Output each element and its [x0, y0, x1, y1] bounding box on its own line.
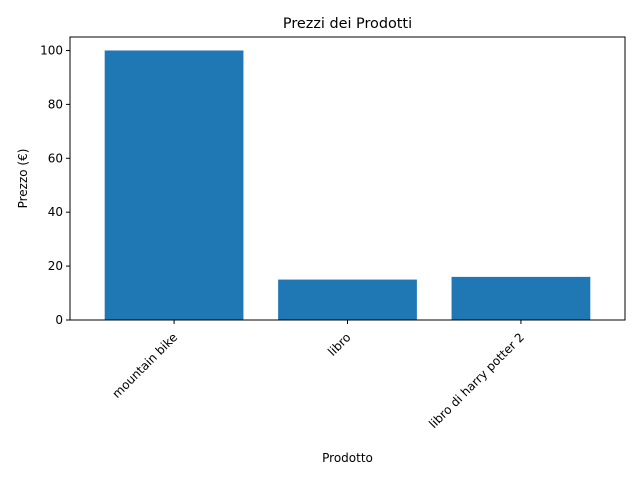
bar-2	[451, 276, 591, 320]
x-tick-label-1: libro	[325, 330, 353, 358]
bar-0	[104, 50, 244, 320]
x-axis-label: Prodotto	[322, 451, 373, 465]
y-tick-label-2: 40	[48, 205, 63, 219]
x-axis: mountain bike libro libro di harry potter …	[110, 320, 527, 431]
y-axis: 0 20 40 60 80 100	[40, 43, 70, 327]
y-tick-label-4: 80	[48, 97, 63, 111]
x-tick-label-0: mountain bike	[110, 330, 181, 401]
plot-frame	[69, 36, 626, 321]
bar-1	[278, 279, 417, 320]
y-tick-label-3: 60	[48, 151, 63, 165]
chart-title: Prezzi dei Prodotti	[283, 16, 412, 32]
y-tick-label-5: 100	[40, 43, 63, 57]
y-axis-label: Prezzo (€)	[16, 149, 30, 209]
x-tick-label-2: libro di harry potter 2	[426, 330, 527, 431]
y-tick-label-0: 0	[55, 313, 63, 327]
y-tick-label-1: 20	[48, 259, 63, 273]
bars-group	[104, 50, 591, 320]
